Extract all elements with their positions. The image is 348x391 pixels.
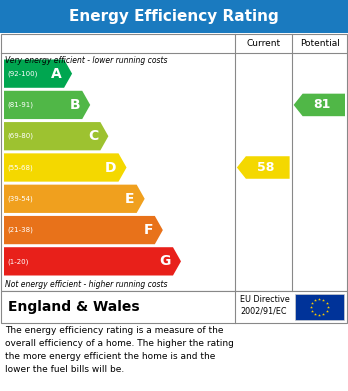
Text: Current: Current <box>246 38 280 47</box>
Polygon shape <box>4 59 72 88</box>
Text: E: E <box>125 192 135 206</box>
Polygon shape <box>4 153 127 182</box>
Text: EU Directive
2002/91/EC: EU Directive 2002/91/EC <box>240 295 290 316</box>
Bar <box>1 34 347 291</box>
Text: (1-20): (1-20) <box>7 258 29 265</box>
Text: England & Wales: England & Wales <box>8 300 140 314</box>
Text: (21-38): (21-38) <box>7 227 33 233</box>
Bar <box>295 294 344 320</box>
Text: (92-100): (92-100) <box>7 70 37 77</box>
Text: 58: 58 <box>257 161 275 174</box>
Polygon shape <box>294 94 345 116</box>
Text: G: G <box>160 255 171 268</box>
Text: F: F <box>143 223 153 237</box>
Bar <box>0 0 348 33</box>
Text: (69-80): (69-80) <box>7 133 33 140</box>
Polygon shape <box>4 91 90 119</box>
Bar <box>1 291 347 323</box>
Text: (39-54): (39-54) <box>7 196 33 202</box>
Polygon shape <box>237 156 290 179</box>
Polygon shape <box>4 247 181 276</box>
Text: A: A <box>51 66 62 81</box>
Text: B: B <box>70 98 80 112</box>
Text: Not energy efficient - higher running costs: Not energy efficient - higher running co… <box>5 280 167 289</box>
Text: C: C <box>88 129 98 143</box>
Text: (81-91): (81-91) <box>7 102 33 108</box>
Text: The energy efficiency rating is a measure of the
overall efficiency of a home. T: The energy efficiency rating is a measur… <box>5 326 234 373</box>
Text: (55-68): (55-68) <box>7 164 33 171</box>
Text: Energy Efficiency Rating: Energy Efficiency Rating <box>69 9 279 24</box>
Text: 81: 81 <box>313 99 331 111</box>
Text: Very energy efficient - lower running costs: Very energy efficient - lower running co… <box>5 56 167 65</box>
Text: Potential: Potential <box>300 38 340 47</box>
Polygon shape <box>4 122 108 151</box>
Polygon shape <box>4 185 145 213</box>
Polygon shape <box>4 216 163 244</box>
Text: D: D <box>105 160 117 174</box>
